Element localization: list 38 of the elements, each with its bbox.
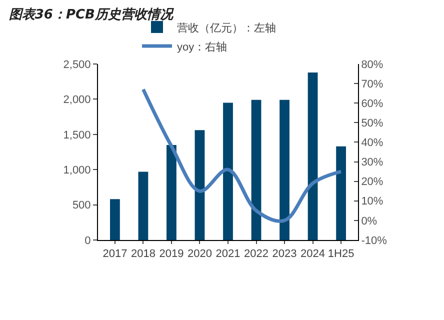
bar [223,102,233,240]
bar [166,144,176,240]
y2-tick-label: 30% [361,156,384,169]
x-tick-label: 2024 [300,248,326,260]
y2-tick-label: 70% [361,78,384,90]
bar [280,100,290,240]
x-tick-label: 2022 [244,248,268,260]
y2-tick-label: 80% [361,58,384,71]
y-tick-label: 1,000 [63,164,91,176]
y-tick-label: 500 [72,200,91,212]
y2-tick-label: 0% [361,215,378,228]
x-tick-label: 2017 [102,248,128,260]
legend-label: yoy：右轴 [177,40,228,54]
y2-tick-label: -10% [361,234,388,247]
x-tick-label: 2018 [130,248,156,260]
x-tick-label: 2021 [216,248,240,260]
x-tick-label: 1H25 [328,248,354,260]
y-tick-label: 0 [84,234,91,247]
y2-tick-label: 40% [361,137,384,150]
y2-tick-label: 10% [361,196,384,208]
x-tick-label: 2020 [188,248,212,260]
y2-tick-label: 60% [361,98,384,110]
line-series [141,88,343,223]
y-tick-label: 2,000 [63,94,91,106]
y-tick-label: 1,500 [63,129,91,142]
bar [308,72,318,240]
bar [336,146,346,240]
bar [251,100,262,240]
bar [138,172,148,240]
chart-title: 图表36：PCB历史营收情况 [8,6,174,23]
bar [110,199,120,240]
x-tick-label: 2019 [159,248,184,260]
y2-tick-label: 20% [361,176,384,188]
y2-tick-label: 50% [361,118,384,130]
x-tick-label: 2023 [272,248,297,260]
y-tick-label: 2,500 [63,58,91,71]
legend-label: 营收（亿元）：左轴 [177,21,276,34]
bar [194,130,205,240]
